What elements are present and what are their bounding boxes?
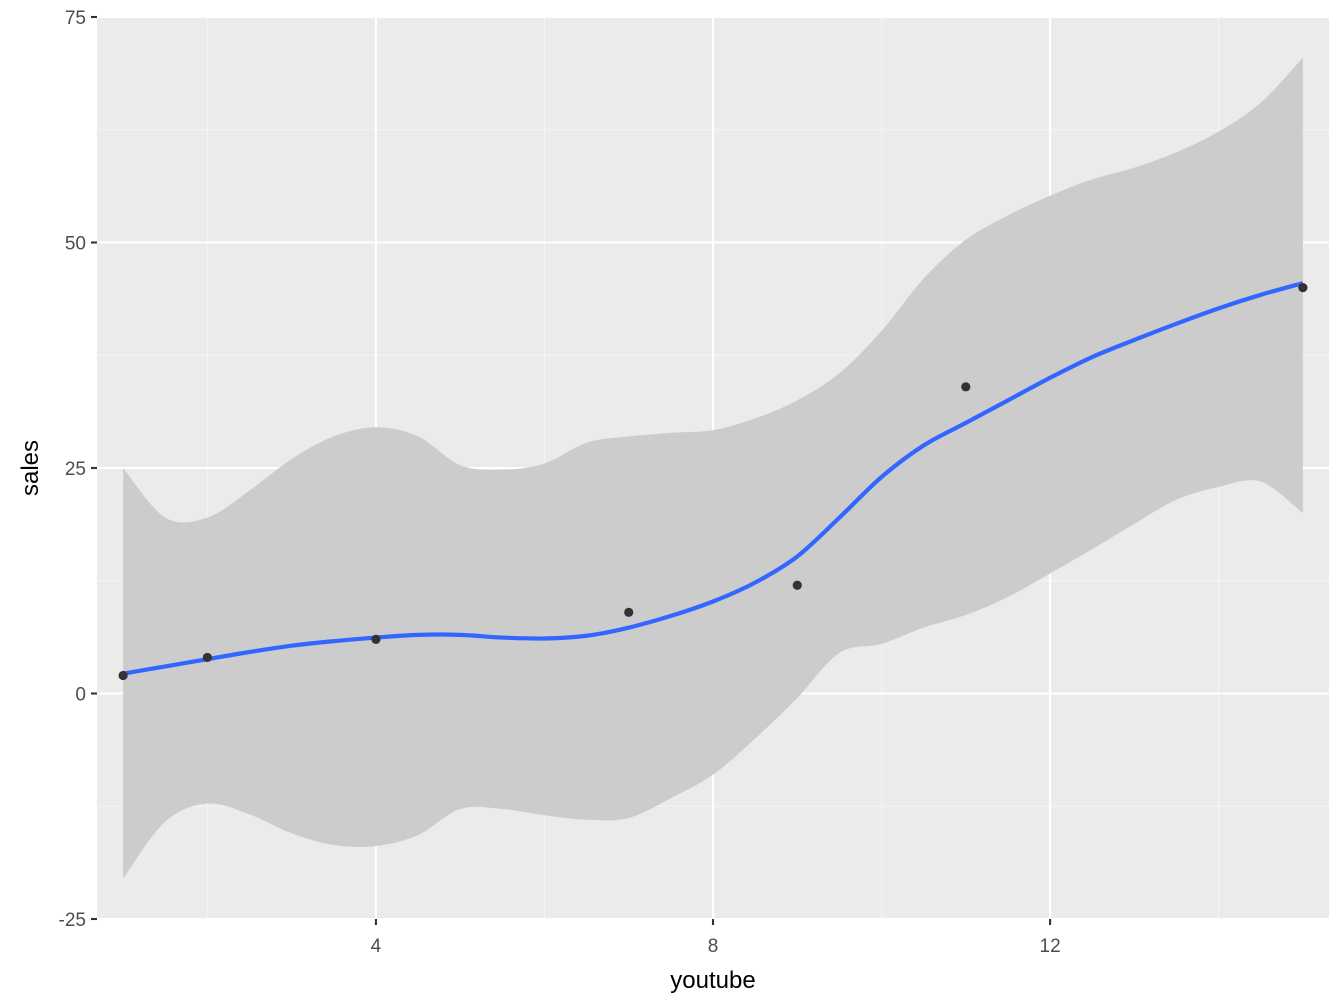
y-axis-title: sales <box>17 440 44 496</box>
x-tick-label-8: 8 <box>708 936 719 957</box>
data-point-2 <box>202 652 212 663</box>
data-point-3 <box>371 634 381 644</box>
y-tick-label-75: 75 <box>65 8 86 29</box>
y-tick-label-25: 25 <box>65 459 86 480</box>
x-axis-ticks: 4 8 12 <box>371 919 1061 957</box>
y-axis-ticks: -25 0 25 50 75 <box>59 8 97 931</box>
data-point-7 <box>1298 283 1308 293</box>
confidence-band <box>123 57 1303 879</box>
data-point-1 <box>118 670 128 681</box>
y-tick-label-50: 50 <box>65 234 86 255</box>
data-point-6 <box>961 382 971 392</box>
y-tick-label-0: 0 <box>75 685 86 706</box>
x-tick-label-4: 4 <box>371 936 382 957</box>
y-tick-label--25: -25 <box>59 910 86 931</box>
smooth-line <box>122 281 1304 676</box>
x-tick-label-12: 12 <box>1040 936 1061 957</box>
data-point-5 <box>792 580 802 590</box>
data-point-4 <box>624 607 634 617</box>
data-points <box>118 283 1308 681</box>
x-axis-title: youtube <box>670 967 755 994</box>
